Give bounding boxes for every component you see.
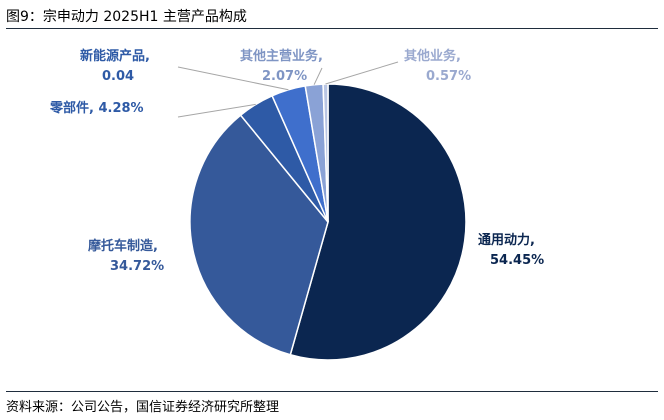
- pie-slice: [189, 114, 329, 356]
- leader-line: [177, 103, 256, 118]
- slice-label: 通用动力,: [478, 232, 535, 248]
- top-rule: [6, 28, 658, 29]
- source-note: 资料来源：公司公告，国信证券经济研究所整理: [6, 400, 280, 415]
- slice-label: 其他业务,: [404, 48, 461, 64]
- pie-slice: [289, 83, 467, 361]
- leader-line: [313, 67, 323, 85]
- slice-label: 其他主营业务,: [240, 48, 323, 64]
- leader-line: [325, 61, 399, 85]
- bottom-rule: [6, 391, 658, 392]
- slice-label: 新能源产品,: [80, 48, 150, 64]
- slice-value-label: 54.45%: [490, 253, 544, 268]
- leader-line: [177, 66, 289, 91]
- figure-title: 图9：宗申动力 2025H1 主营产品构成: [6, 9, 247, 25]
- slice-value-label: 34.72%: [110, 259, 164, 274]
- slice-label: 零部件, 4.28%: [49, 100, 144, 116]
- slice-value-label: 2.07%: [262, 69, 307, 84]
- slice-label: 摩托车制造,: [88, 238, 158, 254]
- slice-value-label: 0.04: [102, 69, 134, 84]
- slice-value-label: 0.57%: [426, 69, 471, 84]
